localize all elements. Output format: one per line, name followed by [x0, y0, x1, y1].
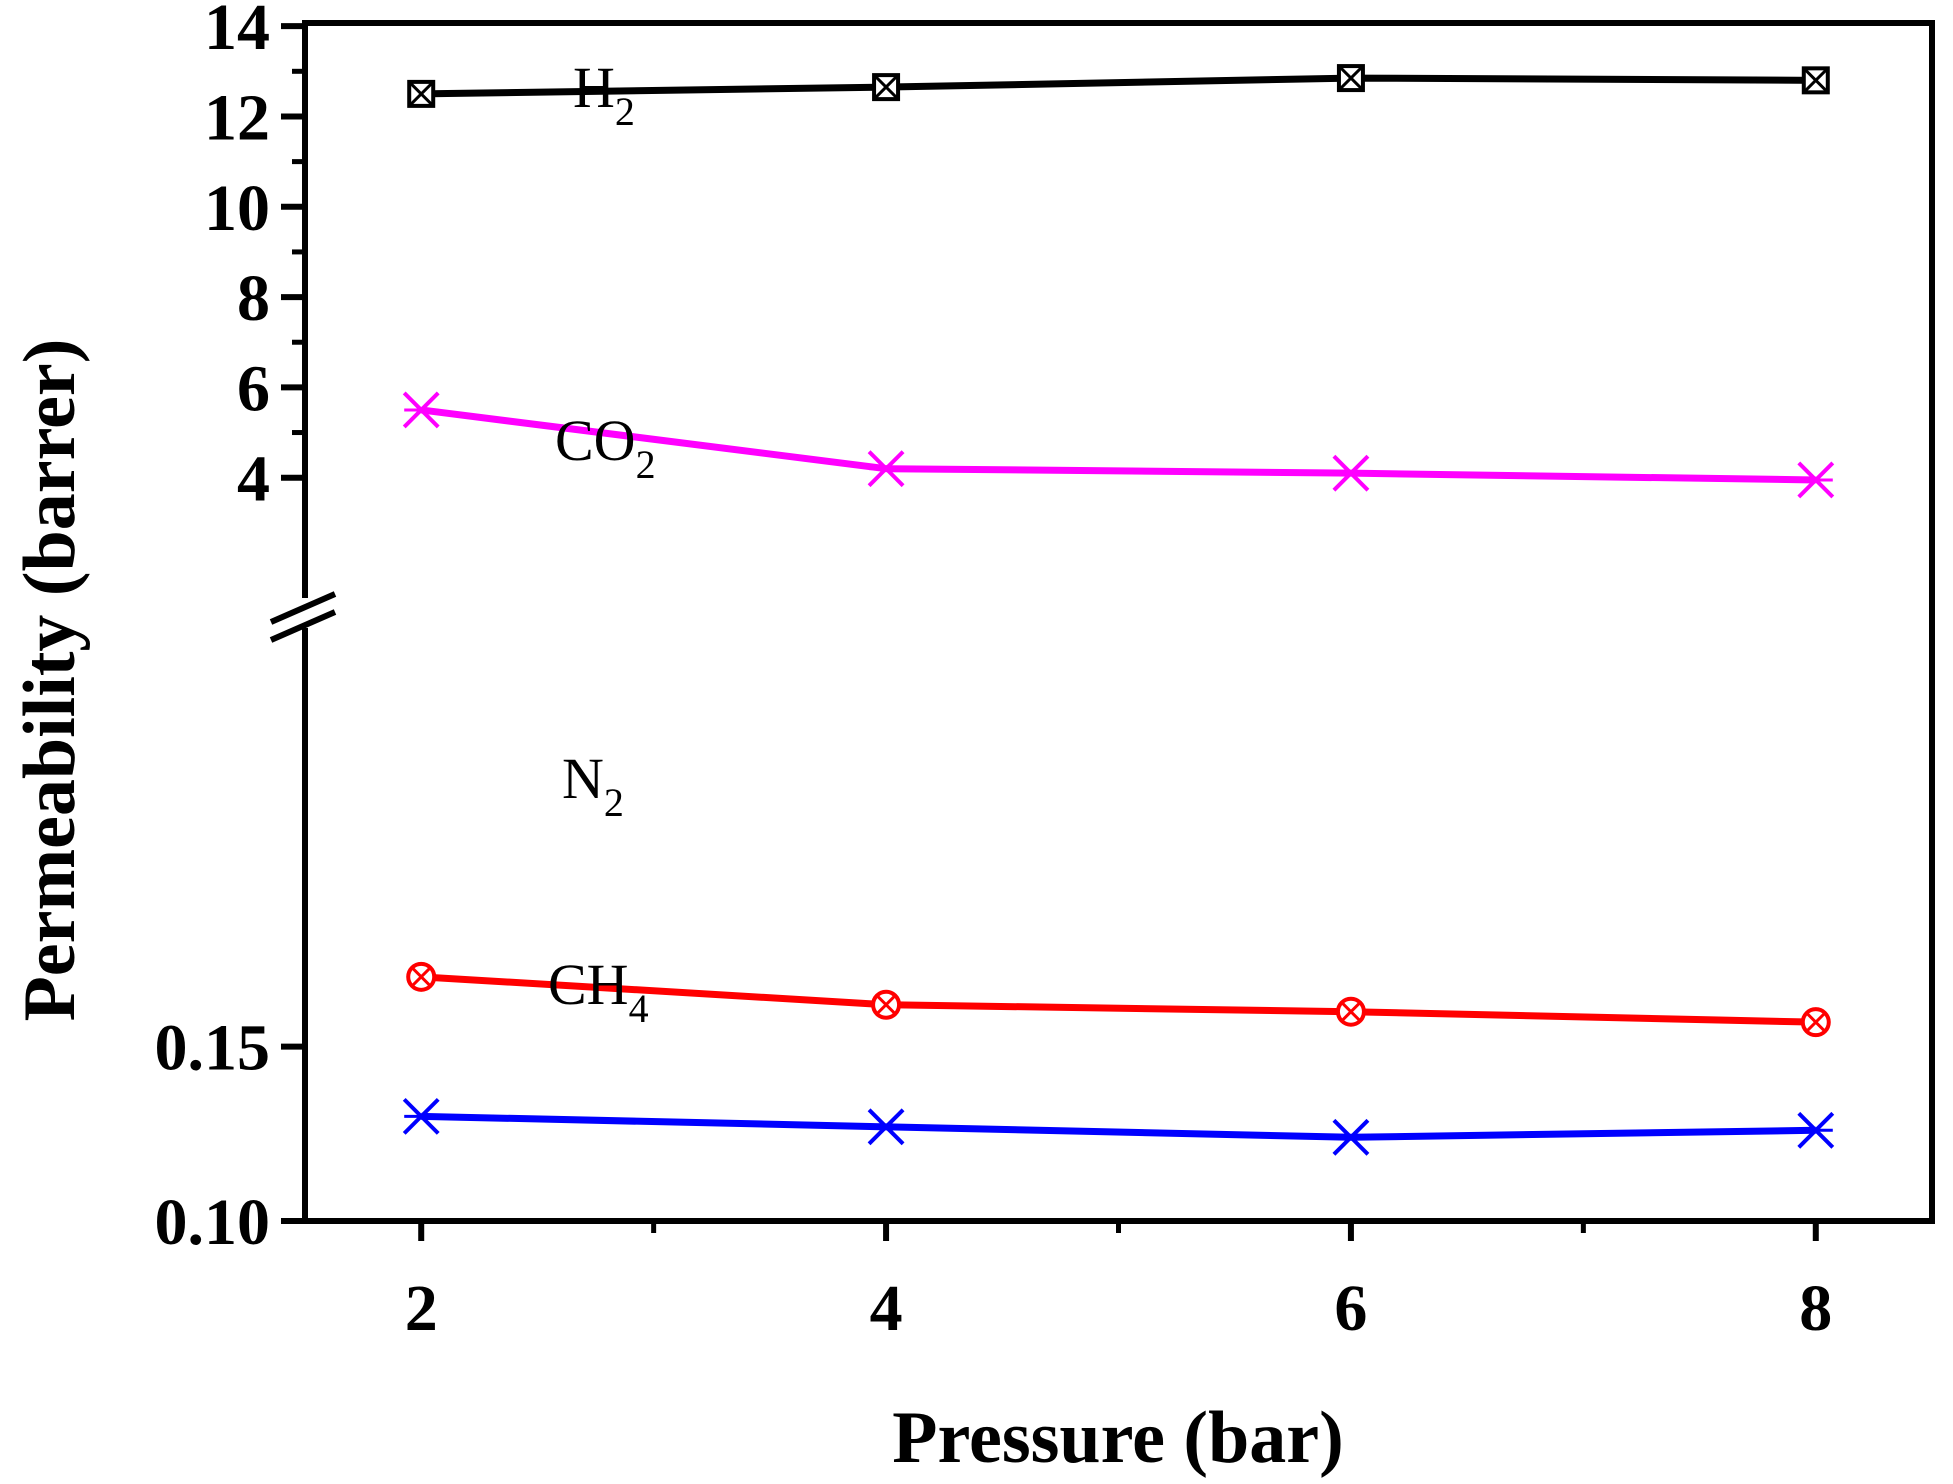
tick-labels: 2 4 6 8 4 6 8 10 12 14 0.10 0.15 H2 CO2 N2 CH4	[155, 0, 1833, 1345]
y-tick-label: 8	[237, 262, 270, 335]
y-tick-label: 0.10	[155, 1186, 271, 1259]
series-label: H2	[573, 55, 635, 134]
series-line	[421, 973, 1816, 1026]
plot-frame	[302, 20, 1935, 1224]
axis-break-mark	[269, 591, 337, 625]
x-tick-label: 8	[1799, 1272, 1832, 1345]
data-point	[1332, 454, 1370, 492]
x-tick-label: 4	[870, 1272, 903, 1345]
data-point	[1801, 66, 1830, 95]
data-point	[867, 450, 905, 488]
data-point	[406, 961, 437, 992]
y-tick-label: 0.15	[155, 1012, 271, 1085]
x-tick-label: 2	[405, 1272, 438, 1345]
data-point	[1336, 64, 1365, 93]
y-tick-label: 10	[204, 172, 270, 245]
axis-break-mark	[269, 609, 337, 643]
data-point	[1335, 996, 1366, 1027]
y-tick-label: 14	[204, 0, 270, 64]
y-axis-title: Permeability (barrer)	[9, 339, 91, 1022]
data-point	[872, 73, 901, 102]
series-label: N2	[562, 746, 624, 825]
data-point	[1332, 1118, 1370, 1156]
data-point	[402, 391, 440, 429]
data-point	[867, 1108, 905, 1146]
data-point	[871, 989, 902, 1020]
x-axis-title: Pressure (bar)	[892, 1397, 1343, 1479]
series-layer	[402, 64, 1835, 1156]
series-label: CO2	[555, 408, 656, 487]
y-tick-label: 4	[237, 443, 270, 516]
data-point	[1797, 1111, 1835, 1149]
y-tick-label: 12	[204, 81, 270, 154]
series-line	[421, 1112, 1816, 1141]
data-point	[1797, 461, 1835, 499]
x-tick-label: 6	[1334, 1272, 1367, 1345]
series-line	[421, 74, 1816, 98]
data-point	[407, 79, 436, 108]
data-point	[1800, 1007, 1831, 1038]
series-label: CH4	[548, 952, 649, 1031]
data-point	[402, 1097, 440, 1135]
axis-layer	[265, 23, 1819, 1241]
y-tick-label: 6	[237, 352, 270, 425]
plot-area	[302, 20, 1935, 1224]
series-line	[420, 406, 1816, 484]
